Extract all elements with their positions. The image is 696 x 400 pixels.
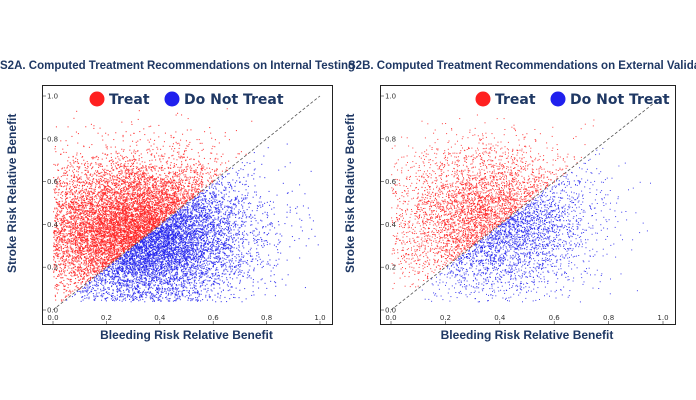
x-tick-label: 0.8 bbox=[603, 314, 614, 322]
panel-b: S2B. Computed Treatment Recommendations … bbox=[343, 0, 696, 400]
y-tick-label: 0.0 bbox=[385, 307, 396, 315]
legend-do-not-treat-label: Do Not Treat bbox=[570, 92, 670, 108]
legend-do-not-treat-marker bbox=[550, 91, 566, 107]
x-tick-label: 0.8 bbox=[261, 314, 272, 322]
y-axis-label: Stroke Risk Relative Benefit bbox=[343, 113, 357, 273]
series-do-not-treat-points bbox=[421, 147, 651, 303]
reference-diagonal-line bbox=[390, 95, 664, 311]
x-tick-label: 0.0 bbox=[385, 314, 396, 322]
legend: Treat Do Not Treat bbox=[475, 91, 670, 108]
x-tick-label: 0.4 bbox=[494, 314, 506, 322]
x-tick-label: 0.4 bbox=[154, 314, 166, 322]
legend-do-not-treat-marker bbox=[164, 91, 180, 107]
panel-a: S2A. Computed Treatment Recommendations … bbox=[0, 60, 356, 342]
y-tick-label: 0.2 bbox=[47, 264, 58, 272]
chart-title: S2A. Computed Treatment Recommendations … bbox=[0, 60, 356, 72]
legend-treat-marker bbox=[475, 91, 491, 107]
x-tick-label: 0.2 bbox=[440, 314, 451, 322]
x-axis-label: Bleeding Risk Relative Benefit bbox=[440, 328, 614, 342]
legend-do-not-treat-label: Do Not Treat bbox=[184, 92, 284, 108]
x-tick-label: 0.6 bbox=[208, 314, 220, 322]
x-tick-label: 1.0 bbox=[314, 314, 325, 322]
y-tick-label: 0.2 bbox=[385, 264, 396, 272]
x-tick-label: 1.0 bbox=[657, 314, 668, 322]
y-tick-label: 1.0 bbox=[47, 93, 58, 101]
series-do-not-treat-points bbox=[66, 143, 319, 303]
y-tick-label: 0.6 bbox=[47, 178, 59, 186]
chart-title: S2B. Computed Treatment Recommendations … bbox=[348, 60, 696, 72]
y-tick-label: 1.0 bbox=[385, 93, 396, 101]
scatter-plot: 0.0 0.2 0.4 0.6 0.8 1.0 0.0 0.2 0.4 0.6 0.8 1.0 Trea… bbox=[381, 91, 670, 324]
y-tick-label: 0.8 bbox=[47, 135, 58, 143]
y-tick-label: 0.0 bbox=[47, 307, 58, 315]
legend: Treat Do Not Treat bbox=[89, 91, 284, 108]
x-axis-label: Bleeding Risk Relative Benefit bbox=[100, 328, 273, 342]
legend-treat-label: Treat bbox=[109, 92, 150, 108]
y-axis-label: Stroke Risk Relative Benefit bbox=[5, 113, 19, 273]
legend-treat-label: Treat bbox=[495, 92, 536, 108]
plot-area: 0.0 0.2 0.4 0.6 0.8 1.0 0.0 0.2 0.4 0.6 0.8 1.0 Trea… bbox=[42, 85, 333, 325]
x-tick-label: 0.2 bbox=[101, 314, 112, 322]
x-tick-label: 0.6 bbox=[549, 314, 561, 322]
y-tick-label: 0.6 bbox=[385, 178, 397, 186]
plot-area: 0.0 0.2 0.4 0.6 0.8 1.0 0.0 0.2 0.4 0.6 0.8 1.0 Trea… bbox=[380, 85, 676, 325]
reference-diagonal-line bbox=[52, 95, 321, 311]
legend-treat-marker bbox=[89, 91, 105, 107]
x-tick-label: 0.0 bbox=[47, 314, 58, 322]
y-tick-label: 0.4 bbox=[385, 221, 397, 229]
y-tick-label: 0.8 bbox=[385, 135, 396, 143]
y-tick-label: 0.4 bbox=[47, 221, 59, 229]
scatter-plot: 0.0 0.2 0.4 0.6 0.8 1.0 0.0 0.2 0.4 0.6 0.8 1.0 Trea… bbox=[43, 91, 326, 324]
